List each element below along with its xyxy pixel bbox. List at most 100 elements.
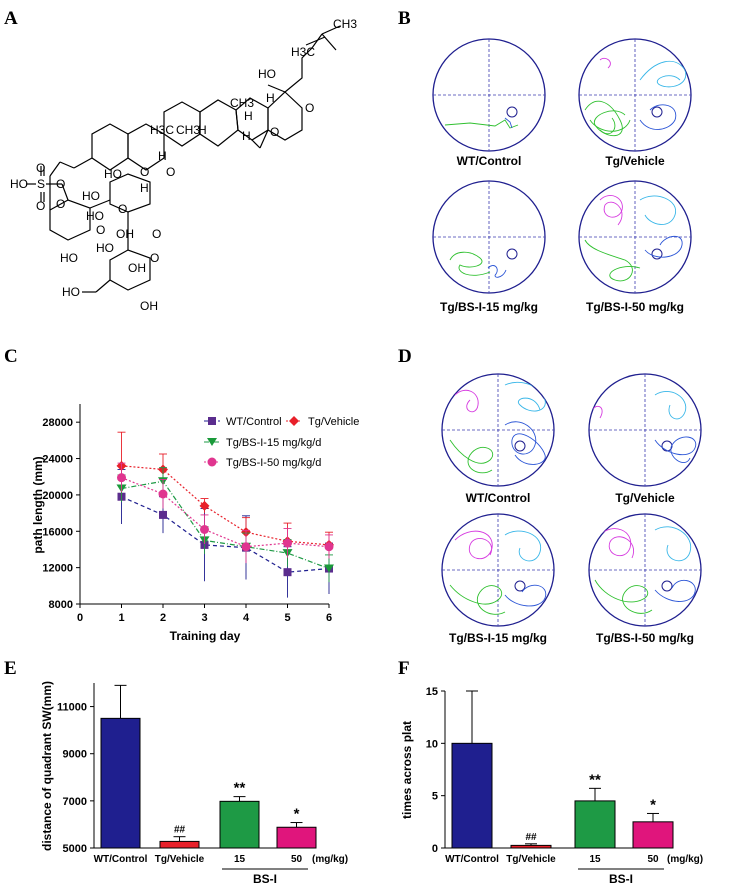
chem-label: O [270, 125, 279, 139]
panel-letter-a: A [4, 8, 18, 29]
chem-label: HO [86, 209, 104, 223]
platform-marker [651, 106, 663, 118]
chem-label: O [150, 251, 159, 265]
legend-marker [207, 457, 217, 467]
x-tick-label: 4 [243, 612, 250, 624]
maze-label: Tg/BS-I-50 mg/kg [586, 300, 684, 314]
y-tick-label: 7000 [63, 796, 87, 808]
legend-marker [289, 416, 299, 426]
y-tick-label: 28000 [42, 417, 73, 429]
category-label: Tg/Vehicle [506, 854, 556, 865]
data-point [158, 489, 168, 499]
chem-label: H [140, 181, 149, 195]
legend-label: WT/Control [226, 416, 282, 428]
data-point [117, 473, 126, 483]
maze-panel-b: WT/Control Tg/Vehicle [432, 38, 692, 314]
bar [276, 826, 317, 849]
platform-marker [506, 106, 518, 118]
maze-d-tg-bs-i-50: Tg/BS-I-50 mg/kg [588, 513, 702, 645]
maze-panel-d: WT/Control Tg/Vehicle [441, 373, 702, 645]
chemical-structure [26, 25, 341, 293]
chem-label: HO [10, 177, 28, 191]
category-label: 15 [589, 854, 601, 865]
x-tick-label: 3 [201, 612, 207, 624]
significance-label: ## [525, 832, 537, 843]
legend-label: Tg/BS-I-15 mg/kg/d [226, 437, 321, 449]
significance-label: * [294, 806, 300, 823]
y-tick-label: 5000 [63, 843, 87, 855]
data-point [200, 524, 209, 534]
chart-e-group-label: BS-I [253, 872, 277, 886]
data-point [324, 542, 334, 552]
chart-f-ylabel: times across plat [400, 721, 414, 819]
category-label: WT/Control [445, 854, 499, 865]
bar [632, 821, 674, 849]
series-line [121, 465, 330, 546]
chem-label: H [158, 149, 167, 163]
significance-label: ** [234, 780, 246, 797]
maze-b-tg-vehicle: Tg/Vehicle [578, 38, 692, 168]
x-tick-label: 5 [284, 612, 290, 624]
data-point [241, 542, 251, 552]
chem-label: S [37, 177, 45, 191]
data-point [324, 564, 334, 573]
chart-e-unit-label: (mg/kg) [312, 854, 348, 865]
chem-label: O [152, 227, 161, 241]
chem-label: O [118, 202, 127, 216]
category-label: 50 [647, 854, 659, 865]
maze-d-tg-vehicle: Tg/Vehicle [588, 373, 702, 505]
x-tick-label: 0 [77, 612, 83, 624]
category-label: 15 [234, 854, 246, 865]
category-label: Tg/Vehicle [155, 854, 205, 865]
series-line [121, 496, 330, 573]
bar [219, 800, 260, 849]
panel-letter-c: C [4, 346, 18, 367]
platform-marker [514, 440, 526, 452]
maze-label: Tg/BS-I-15 mg/kg [440, 300, 538, 314]
y-tick-label: 20000 [42, 490, 73, 502]
y-tick-label: 0 [432, 843, 438, 855]
maze-d-tg-bs-i-15: Tg/BS-I-15 mg/kg [441, 513, 555, 645]
chem-label: OH [116, 227, 134, 241]
panel-letter-f: F [398, 658, 410, 679]
category-label: WT/Control [94, 854, 148, 865]
platform-marker [506, 248, 518, 260]
chem-label: O [166, 165, 175, 179]
significance-label: ## [174, 825, 186, 836]
maze-label: Tg/BS-I-50 mg/kg [596, 631, 694, 645]
y-tick-label: 8000 [49, 599, 73, 611]
maze-label: WT/Control [466, 491, 531, 505]
series-line [121, 480, 330, 570]
chem-label: H [244, 109, 253, 123]
chart-c-ylabel: path length (mm) [31, 456, 45, 553]
chem-label: OH [140, 299, 158, 313]
y-tick-label: 12000 [42, 563, 73, 575]
category-label: 50 [291, 854, 303, 865]
platform-marker [514, 580, 526, 592]
x-tick-label: 6 [326, 612, 332, 624]
legend-marker [207, 438, 217, 446]
bar [159, 840, 200, 849]
x-tick-label: 2 [160, 612, 166, 624]
data-point [283, 568, 292, 577]
y-tick-label: 11000 [57, 702, 87, 714]
chart-c-path-length: 0 1 2 3 4 5 6 8000 12000 16000 20000 24000 28000 Tra… [31, 404, 359, 643]
chem-label: O [96, 223, 105, 237]
y-tick-label: 9000 [63, 749, 87, 761]
chem-label: OH [128, 261, 146, 275]
chemical-labels: H3C CH3 HO H CH3 H O H O H3C CH3 H O H H… [10, 17, 357, 313]
y-tick-label: 24000 [42, 454, 73, 466]
y-tick-label: 5 [432, 791, 438, 803]
maze-label: Tg/BS-I-15 mg/kg [449, 631, 547, 645]
maze-b-tg-bs-i-50: Tg/BS-I-50 mg/kg [578, 180, 692, 314]
chem-label: O [36, 161, 45, 175]
x-tick-label: 1 [118, 612, 124, 624]
series-line [121, 477, 330, 548]
chem-label: O [56, 177, 65, 191]
data-point [159, 510, 167, 519]
bar [451, 742, 493, 849]
chart-c-xlabel: Training day [170, 629, 241, 643]
chem-label: H [266, 91, 275, 105]
legend-marker [208, 417, 216, 425]
chem-label: HO [96, 241, 114, 255]
